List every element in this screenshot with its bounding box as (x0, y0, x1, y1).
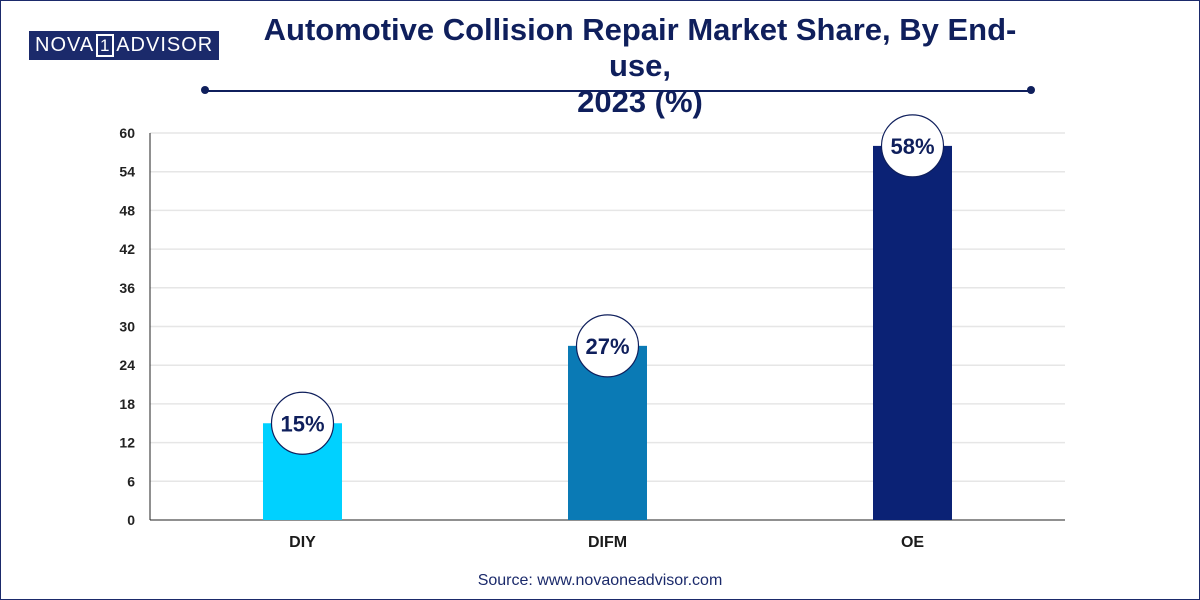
data-label-badge (575, 314, 640, 378)
y-tick-label: 24 (119, 357, 135, 373)
y-tick-label: 30 (119, 319, 135, 335)
brand-logo-right: ADVISOR (116, 34, 214, 56)
y-tick-label: 18 (119, 396, 135, 412)
data-label: 15% (280, 411, 324, 436)
bar-oe (873, 145, 952, 520)
y-tick-label: 54 (119, 164, 135, 180)
data-label-badge (270, 391, 335, 455)
y-tick-label: 12 (119, 435, 135, 451)
y-tick-label: 60 (119, 125, 135, 141)
title-divider-dot-left (201, 86, 209, 94)
x-tick-label: DIFM (588, 534, 627, 551)
title-divider-dot-right (1027, 86, 1035, 94)
y-tick-label: 6 (127, 473, 135, 489)
y-tick-label: 0 (127, 512, 135, 528)
y-tick-label: 48 (119, 202, 135, 218)
data-label-badge (880, 114, 945, 178)
brand-logo-left: NOVA (35, 34, 95, 56)
source-note: Source: www.novaoneadvisor.com (477, 572, 723, 589)
brand-logo: NOVA 1 ADVISOR (29, 31, 220, 60)
title-divider (205, 90, 1031, 92)
y-tick-label: 36 (119, 280, 135, 296)
x-tick-label: OE (901, 534, 924, 551)
brand-logo-mark: 1 (96, 34, 115, 57)
x-tick-label: DIY (289, 534, 316, 551)
y-tick-label: 42 (119, 241, 135, 257)
data-label: 58% (890, 134, 934, 159)
chart-title-line1: Automotive Collision Repair Market Share… (263, 12, 1017, 83)
chart-title: Automotive Collision Repair Market Share… (240, 12, 1040, 120)
data-label: 27% (585, 334, 629, 359)
chart-title-line2: 2023 (%) (577, 84, 703, 119)
